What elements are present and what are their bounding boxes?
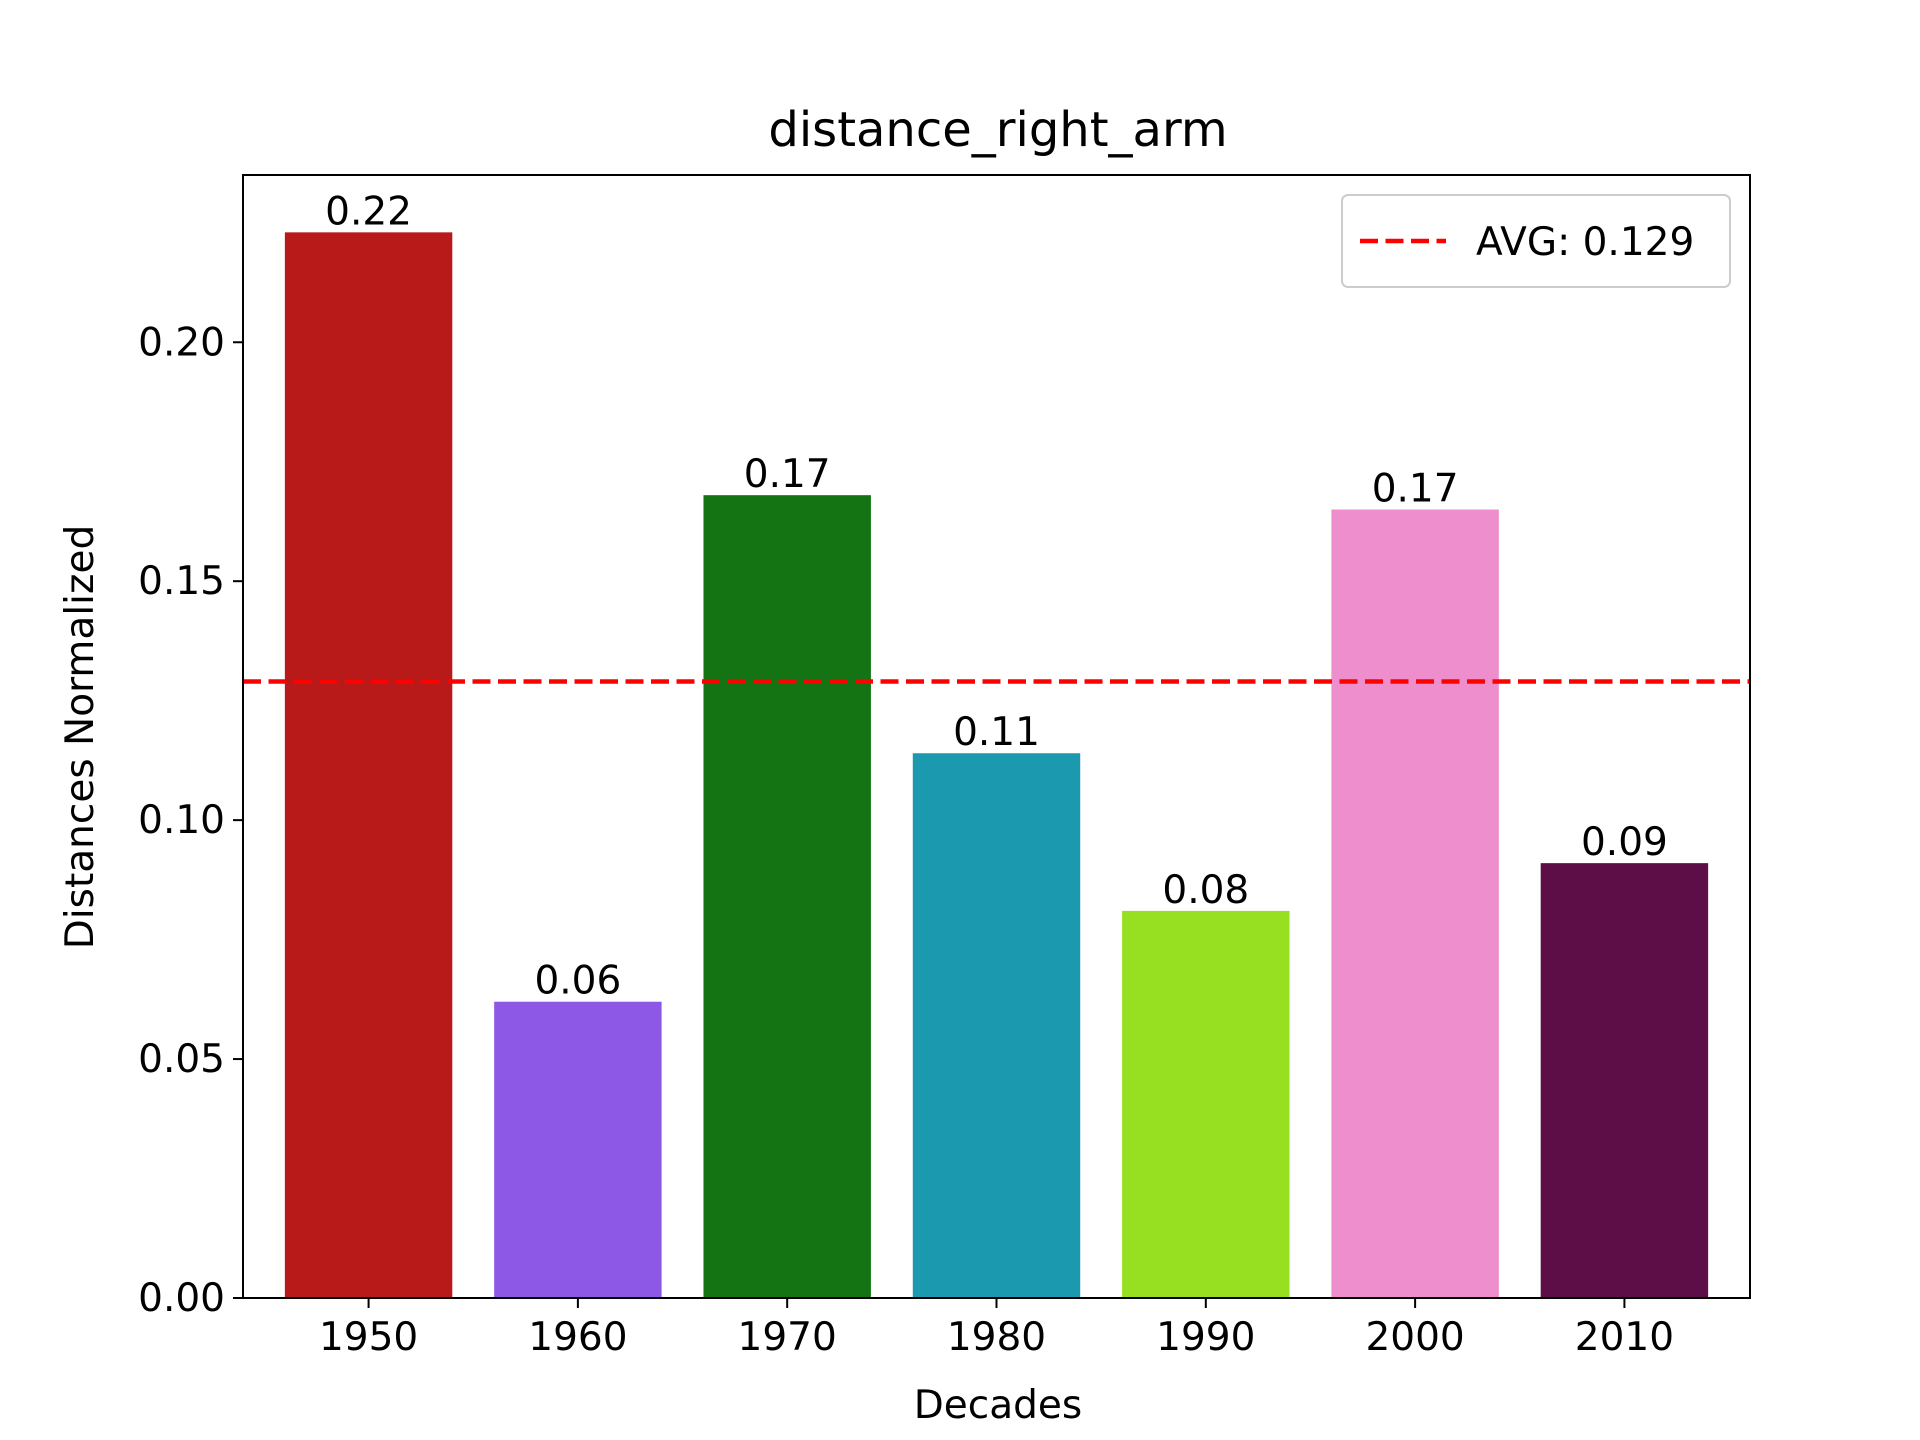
bar-value-label-2010: 0.09 <box>1581 820 1668 865</box>
x-tick-label-2000: 2000 <box>1365 1315 1464 1360</box>
x-tick-label-1960: 1960 <box>528 1315 627 1360</box>
x-tick-label-1990: 1990 <box>1156 1315 1255 1360</box>
legend: AVG: 0.129 <box>1341 194 1731 288</box>
bar-value-label-1980: 0.11 <box>953 710 1040 755</box>
plot-area: 0.22 1950 0.06 1960 0.17 1970 0.11 1980 0.08 1990… <box>138 174 1751 1360</box>
y-tick-label-0.05: 0.05 <box>138 1037 225 1082</box>
bar-value-label-1960: 0.06 <box>534 959 621 1004</box>
y-tick-label-0.15: 0.15 <box>138 559 225 604</box>
bar-1970 <box>703 495 871 1298</box>
y-axis-title: Distances Normalized <box>58 525 103 949</box>
bar-value-label-1990: 0.08 <box>1162 868 1249 913</box>
y-tick-label-0.20: 0.20 <box>138 320 225 365</box>
axes-frame <box>242 174 1751 1299</box>
x-tick-label-1950: 1950 <box>319 1315 418 1360</box>
bar-1950 <box>284 232 453 1299</box>
y-tick-label-0.00: 0.00 <box>138 1276 225 1321</box>
bar-value-label-1970: 0.17 <box>744 452 831 497</box>
bar-value-label-2000: 0.17 <box>1372 467 1459 512</box>
bar-1960 <box>494 1001 662 1298</box>
bar-1980 <box>912 753 1081 1298</box>
y-tick-label-0.10: 0.10 <box>138 798 225 843</box>
legend-label: AVG: 0.129 <box>1476 220 1694 265</box>
legend-box <box>1341 194 1731 288</box>
chart-title: distance_right_arm <box>768 102 1227 158</box>
x-tick-label-1980: 1980 <box>947 1315 1046 1360</box>
bar-2000 <box>1331 509 1499 1298</box>
x-tick-label-1970: 1970 <box>738 1315 837 1360</box>
bar-value-label-1950: 0.22 <box>325 189 412 234</box>
x-axis-title: Decades <box>914 1383 1082 1428</box>
bar-2010 <box>1540 863 1709 1298</box>
x-tick-label-2010: 2010 <box>1575 1315 1674 1360</box>
bar-1990 <box>1122 910 1290 1298</box>
